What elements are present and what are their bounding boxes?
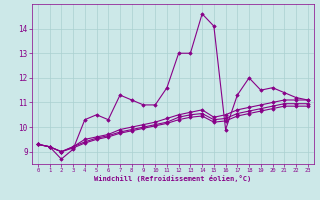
X-axis label: Windchill (Refroidissement éolien,°C): Windchill (Refroidissement éolien,°C) — [94, 175, 252, 182]
